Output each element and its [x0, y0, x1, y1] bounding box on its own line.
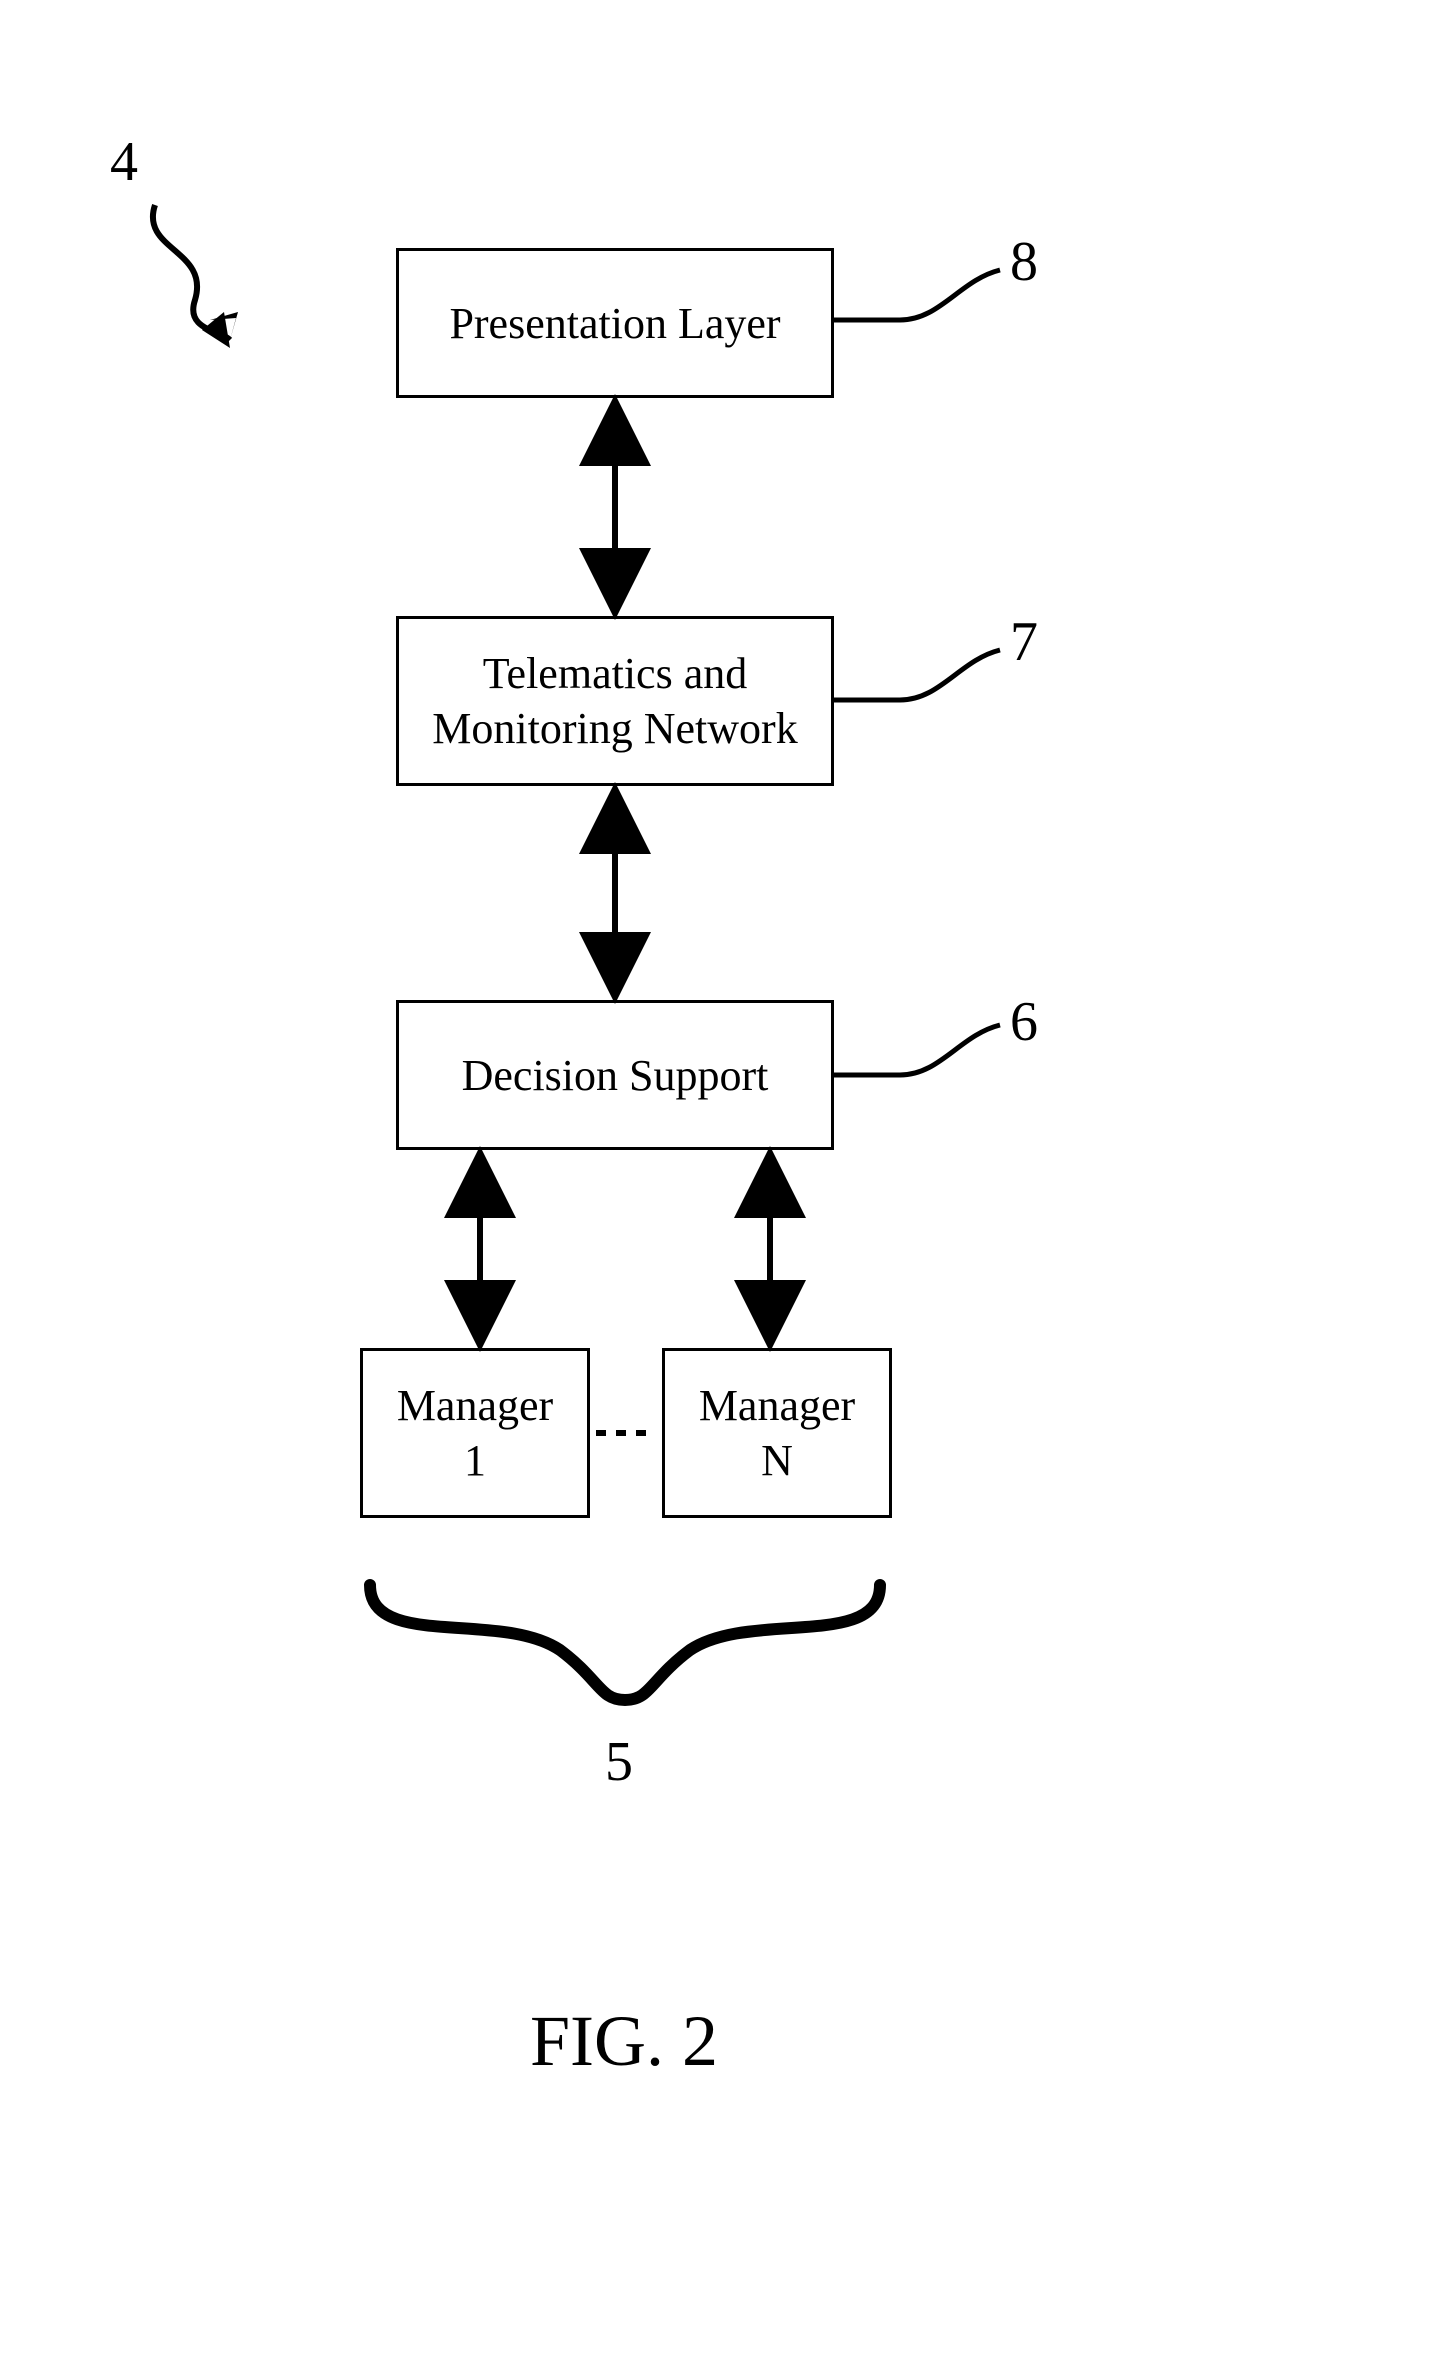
- manager-n-label: ManagerN: [699, 1378, 855, 1488]
- managers-brace: [370, 1585, 880, 1700]
- manager-1-label: Manager1: [397, 1378, 553, 1488]
- ref-4-arrowhead: [202, 312, 230, 348]
- network-label: Telematics andMonitoring Network: [432, 646, 797, 756]
- network-box: Telematics andMonitoring Network: [396, 616, 834, 786]
- ref-4: 4: [110, 130, 138, 194]
- ref-7: 7: [1010, 610, 1038, 674]
- presentation-layer-label: Presentation Layer: [449, 296, 780, 351]
- figure-caption: FIG. 2: [530, 2000, 718, 2083]
- ref-6: 6: [1010, 990, 1038, 1054]
- decision-support-box: Decision Support: [396, 1000, 834, 1150]
- manager-n-box: ManagerN: [662, 1348, 892, 1518]
- manager-1-box: Manager1: [360, 1348, 590, 1518]
- ref-4-arrow-line: [153, 205, 230, 340]
- ref-8: 8: [1010, 230, 1038, 294]
- ref-5: 5: [605, 1730, 633, 1794]
- lead-8: [834, 270, 1000, 320]
- presentation-layer-box: Presentation Layer: [396, 248, 834, 398]
- decision-support-label: Decision Support: [462, 1048, 769, 1103]
- ref-4-arrow-head: [210, 312, 238, 340]
- lead-6: [834, 1025, 1000, 1075]
- lead-7: [834, 650, 1000, 700]
